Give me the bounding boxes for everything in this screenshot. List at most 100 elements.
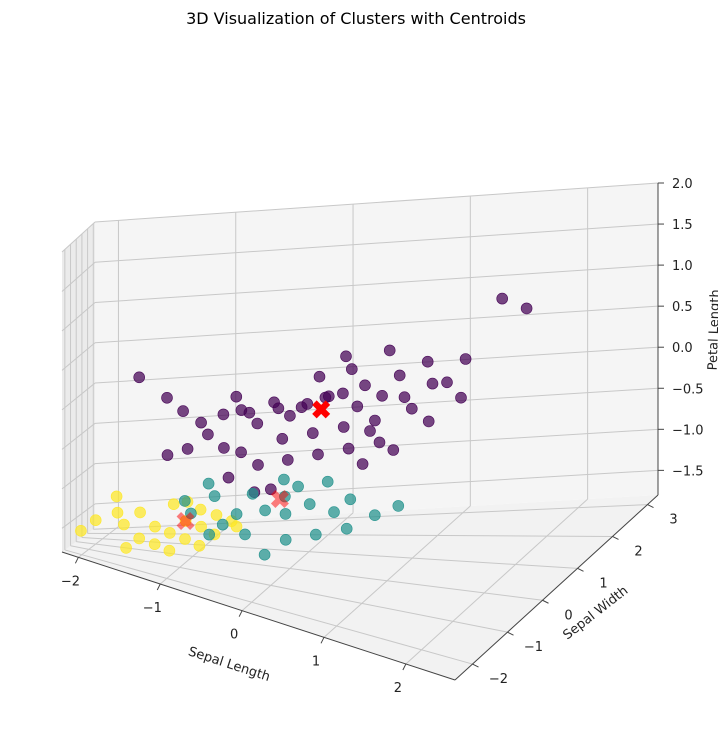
- grid-line-z: [61, 342, 96, 371]
- z-tick-label: −0.5: [672, 382, 704, 397]
- data-point-cluster-2: [120, 542, 132, 554]
- data-point-cluster-1: [202, 477, 215, 490]
- grid-line-z: [94, 182, 659, 223]
- data-point-cluster-0: [281, 454, 294, 466]
- axis-lines: [61, 183, 659, 681]
- data-point-cluster-2: [210, 509, 223, 521]
- data-point-cluster-0: [356, 458, 369, 470]
- data-point-cluster-0: [177, 405, 189, 417]
- y-tick-label: 3: [669, 513, 677, 528]
- data-point-cluster-0: [373, 436, 386, 449]
- x-tick-label: 0: [230, 628, 238, 643]
- data-point-cluster-0: [520, 302, 533, 315]
- x-tick-label: −2: [61, 574, 80, 589]
- data-point-cluster-0: [217, 408, 230, 421]
- centroid-marker-cluster-2: [176, 511, 195, 530]
- data-point-cluster-2: [164, 527, 176, 539]
- grid-line-z: [94, 223, 659, 263]
- data-point-cluster-0: [161, 391, 173, 404]
- data-point-cluster-0: [421, 355, 434, 368]
- data-point-cluster-1: [292, 480, 304, 493]
- grid-line-x: [159, 519, 237, 585]
- data-point-cluster-2: [149, 520, 161, 533]
- data-point-cluster-0: [313, 370, 326, 383]
- data-point-cluster-1: [309, 528, 322, 541]
- x-tick-label: 2: [394, 681, 402, 696]
- data-point-cluster-0: [351, 400, 364, 413]
- data-point-cluster-0: [235, 446, 247, 459]
- data-point-cluster-0: [230, 390, 243, 403]
- data-points: [75, 292, 533, 561]
- grid-line-y: [81, 537, 578, 569]
- data-point-cluster-0: [441, 376, 453, 389]
- grid-line-z: [61, 503, 96, 529]
- data-point-cluster-0: [322, 390, 335, 403]
- data-point-cluster-0: [459, 353, 472, 365]
- data-point-cluster-0: [306, 427, 319, 439]
- grid-line-x: [323, 505, 471, 638]
- data-point-cluster-1: [259, 504, 271, 517]
- x-tick-mark: [238, 610, 243, 617]
- x-axis-line: [61, 551, 456, 681]
- z-tick-label: 0.0: [672, 341, 693, 356]
- y-tick-label: −2: [489, 672, 508, 687]
- data-point-cluster-0: [393, 369, 406, 382]
- grid-line-y: [64, 549, 473, 665]
- tick-labels: −2 −1 0 1 2 −2 −1 0 1 2 3 −1.5 −1.0 −0.5 0.0 0.5 1.0 1.5 2…: [61, 177, 704, 696]
- data-point-cluster-2: [111, 506, 124, 519]
- data-point-cluster-0: [301, 398, 314, 410]
- data-point-cluster-2: [194, 503, 207, 516]
- data-point-cluster-1: [392, 500, 405, 512]
- z-tick-label: 1.0: [672, 259, 693, 274]
- grid-line-z: [61, 261, 96, 292]
- data-point-cluster-0: [181, 443, 194, 455]
- back-pane: [95, 183, 658, 528]
- data-point-cluster-0: [284, 409, 296, 422]
- y-tick-label: −1: [524, 640, 543, 655]
- x-tick-mark: [402, 663, 407, 671]
- data-point-cluster-0: [252, 459, 264, 471]
- data-point-cluster-1: [208, 490, 221, 502]
- data-point-cluster-0: [272, 402, 285, 415]
- y-tick-label: 2: [634, 545, 642, 560]
- data-point-cluster-0: [218, 442, 230, 454]
- data-point-cluster-1: [216, 518, 229, 531]
- data-point-cluster-1: [239, 528, 251, 541]
- grid-line-z: [94, 264, 659, 304]
- data-point-cluster-0: [369, 414, 381, 427]
- data-point-cluster-0: [398, 391, 411, 404]
- data-point-cluster-2: [193, 539, 206, 552]
- grid-line-x: [78, 526, 119, 558]
- x-tick-mark: [156, 583, 161, 591]
- data-point-cluster-0: [202, 428, 214, 441]
- data-point-cluster-2: [167, 498, 180, 511]
- data-point-cluster-1: [230, 508, 243, 520]
- data-point-cluster-0: [496, 292, 509, 305]
- data-point-cluster-2: [133, 532, 145, 545]
- data-point-cluster-2: [230, 520, 243, 533]
- data-point-cluster-0: [422, 415, 435, 428]
- grid-line-z: [61, 221, 96, 253]
- x-tick-label: 1: [312, 654, 320, 669]
- data-point-cluster-2: [118, 518, 130, 531]
- y-tick-mark: [612, 536, 619, 540]
- data-point-cluster-2: [163, 544, 176, 557]
- data-point-cluster-0: [161, 449, 174, 461]
- data-point-cluster-2: [134, 506, 146, 519]
- data-point-cluster-0: [251, 417, 264, 430]
- data-point-cluster-0: [337, 421, 350, 433]
- data-point-cluster-1: [203, 528, 215, 541]
- data-point-cluster-1: [344, 493, 357, 506]
- grid-line-y: [70, 545, 508, 633]
- data-point-cluster-2: [110, 490, 123, 503]
- data-point-cluster-1: [279, 533, 292, 546]
- z-tick-label: −1.5: [672, 464, 704, 479]
- data-point-cluster-2: [75, 524, 87, 537]
- centroid-marker-cluster-0: [312, 400, 331, 419]
- data-point-cluster-1: [328, 506, 340, 518]
- grid-line-z: [61, 422, 96, 450]
- data-point-cluster-0: [337, 387, 349, 400]
- data-point-cluster-2: [148, 538, 161, 551]
- grid-line-z: [61, 302, 96, 332]
- y-tick-label: 1: [599, 576, 607, 591]
